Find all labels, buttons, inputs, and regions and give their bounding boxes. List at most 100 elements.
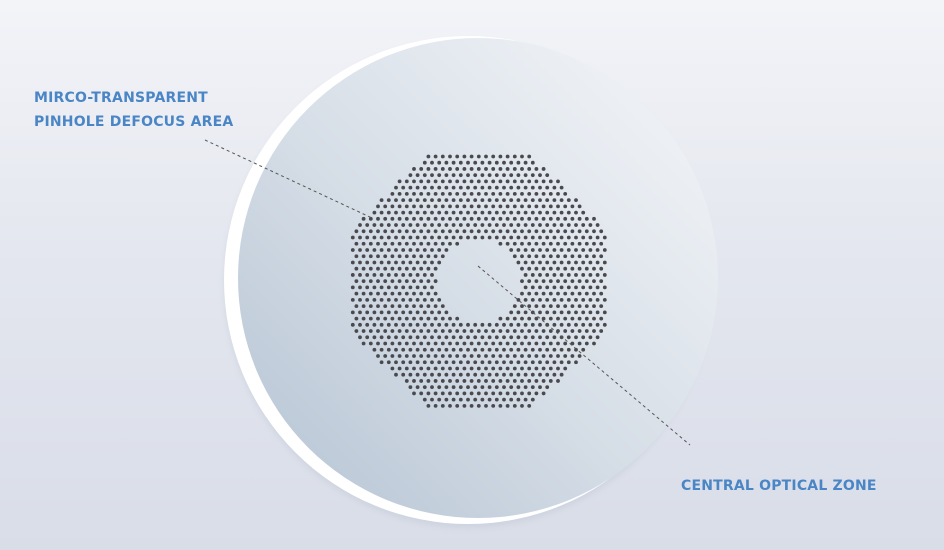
pinhole-dot <box>556 254 560 259</box>
pinhole-dot <box>466 335 470 340</box>
pinhole-dot <box>516 260 521 265</box>
pinhole-dot <box>498 354 503 358</box>
pinhole-dot <box>599 329 604 333</box>
pinhole-dot <box>498 329 503 333</box>
pinhole-dot <box>545 273 550 277</box>
pinhole-dot <box>502 235 506 240</box>
pinhole-dot <box>502 397 506 402</box>
pinhole-dot <box>480 360 485 365</box>
pinhole-dot <box>602 285 607 290</box>
pinhole-dot <box>361 229 366 234</box>
pinhole-dot <box>379 210 384 215</box>
pinhole-dot <box>448 329 452 333</box>
pinhole-dot <box>574 248 578 252</box>
pinhole-dot <box>505 154 510 159</box>
pinhole-dot <box>581 285 586 290</box>
pinhole-dot <box>512 179 517 184</box>
pinhole-dot <box>588 235 593 240</box>
pinhole-dot <box>584 266 589 271</box>
pinhole-dot <box>512 316 517 321</box>
pinhole-dot <box>595 335 600 340</box>
pinhole-dot <box>426 254 431 259</box>
pinhole-dot <box>487 210 492 215</box>
pinhole-dot <box>520 329 524 333</box>
pinhole-dot <box>462 379 467 383</box>
pinhole-dot <box>516 210 521 215</box>
pinhole-dot <box>552 335 557 340</box>
pinhole-dot <box>523 360 528 365</box>
pinhole-dot <box>448 391 452 396</box>
pinhole-dot <box>592 254 596 259</box>
pinhole-dot <box>376 229 380 234</box>
pinhole-dot <box>577 291 582 296</box>
pinhole-dot <box>368 291 373 296</box>
pinhole-dot <box>412 329 416 333</box>
pinhole-dot <box>397 366 402 371</box>
pinhole-dot <box>412 291 416 296</box>
pinhole-dot <box>376 266 380 271</box>
pinhole-dot <box>404 279 409 284</box>
pinhole-dot <box>361 316 366 321</box>
pinhole-dot <box>448 229 452 234</box>
pinhole-dot <box>512 304 517 309</box>
pinhole-dot <box>433 329 438 333</box>
pinhole-dot <box>408 310 413 315</box>
pinhole-dot <box>404 179 409 184</box>
pinhole-dot <box>541 204 546 209</box>
pinhole-dot <box>530 210 535 215</box>
pinhole-dot <box>563 204 568 209</box>
pinhole-dot <box>440 403 445 408</box>
pinhole-dot <box>534 204 539 209</box>
pinhole-dot <box>520 204 524 209</box>
pinhole-dot <box>422 347 427 352</box>
pinhole-dot <box>412 316 416 321</box>
pinhole-dot <box>350 248 355 252</box>
pinhole-dot <box>595 248 600 252</box>
pinhole-dot <box>448 241 452 246</box>
pinhole-dot <box>545 235 550 240</box>
pinhole-dot <box>548 379 553 383</box>
central-zone-leader-line <box>477 265 691 446</box>
pinhole-dot <box>379 235 384 240</box>
pinhole-dot <box>516 347 521 352</box>
pinhole-dot <box>365 248 370 252</box>
pinhole-dot <box>541 379 546 383</box>
pinhole-dot <box>466 397 470 402</box>
pinhole-dot <box>545 185 550 190</box>
pinhole-dot <box>466 385 470 390</box>
pinhole-dot <box>512 403 517 408</box>
pinhole-dot <box>527 379 532 383</box>
pinhole-dot <box>440 204 445 209</box>
pinhole-dot <box>541 354 546 358</box>
pinhole-dot <box>412 241 416 246</box>
pinhole-dot <box>455 167 460 171</box>
pinhole-dot <box>574 235 578 240</box>
pinhole-dot <box>469 391 474 396</box>
pinhole-dot <box>502 347 506 352</box>
pinhole-dot <box>530 260 535 265</box>
pinhole-dot <box>523 173 528 178</box>
pinhole-dot <box>419 316 424 321</box>
pinhole-dot <box>354 304 359 309</box>
pinhole-dot <box>592 341 596 346</box>
pinhole-dot <box>430 322 434 327</box>
pinhole-dot <box>484 403 488 408</box>
pinhole-dot <box>566 273 571 277</box>
pinhole-dot <box>563 229 568 234</box>
pinhole-dot <box>419 391 424 396</box>
pinhole-dot <box>458 347 463 352</box>
pinhole-dot <box>559 210 564 215</box>
pinhole-dot <box>354 241 359 246</box>
pinhole-dot <box>581 310 586 315</box>
pinhole-dot <box>530 385 535 390</box>
pinhole-dot <box>383 341 388 346</box>
pinhole-dot <box>498 191 503 196</box>
pinhole-dot <box>469 154 474 159</box>
pinhole-dot <box>595 310 600 315</box>
pinhole-dot <box>592 329 596 333</box>
pinhole-dot <box>376 279 380 284</box>
pinhole-dot <box>509 223 514 227</box>
pinhole-dot <box>412 391 416 396</box>
pinhole-dot <box>494 372 499 377</box>
pinhole-dot <box>469 379 474 383</box>
